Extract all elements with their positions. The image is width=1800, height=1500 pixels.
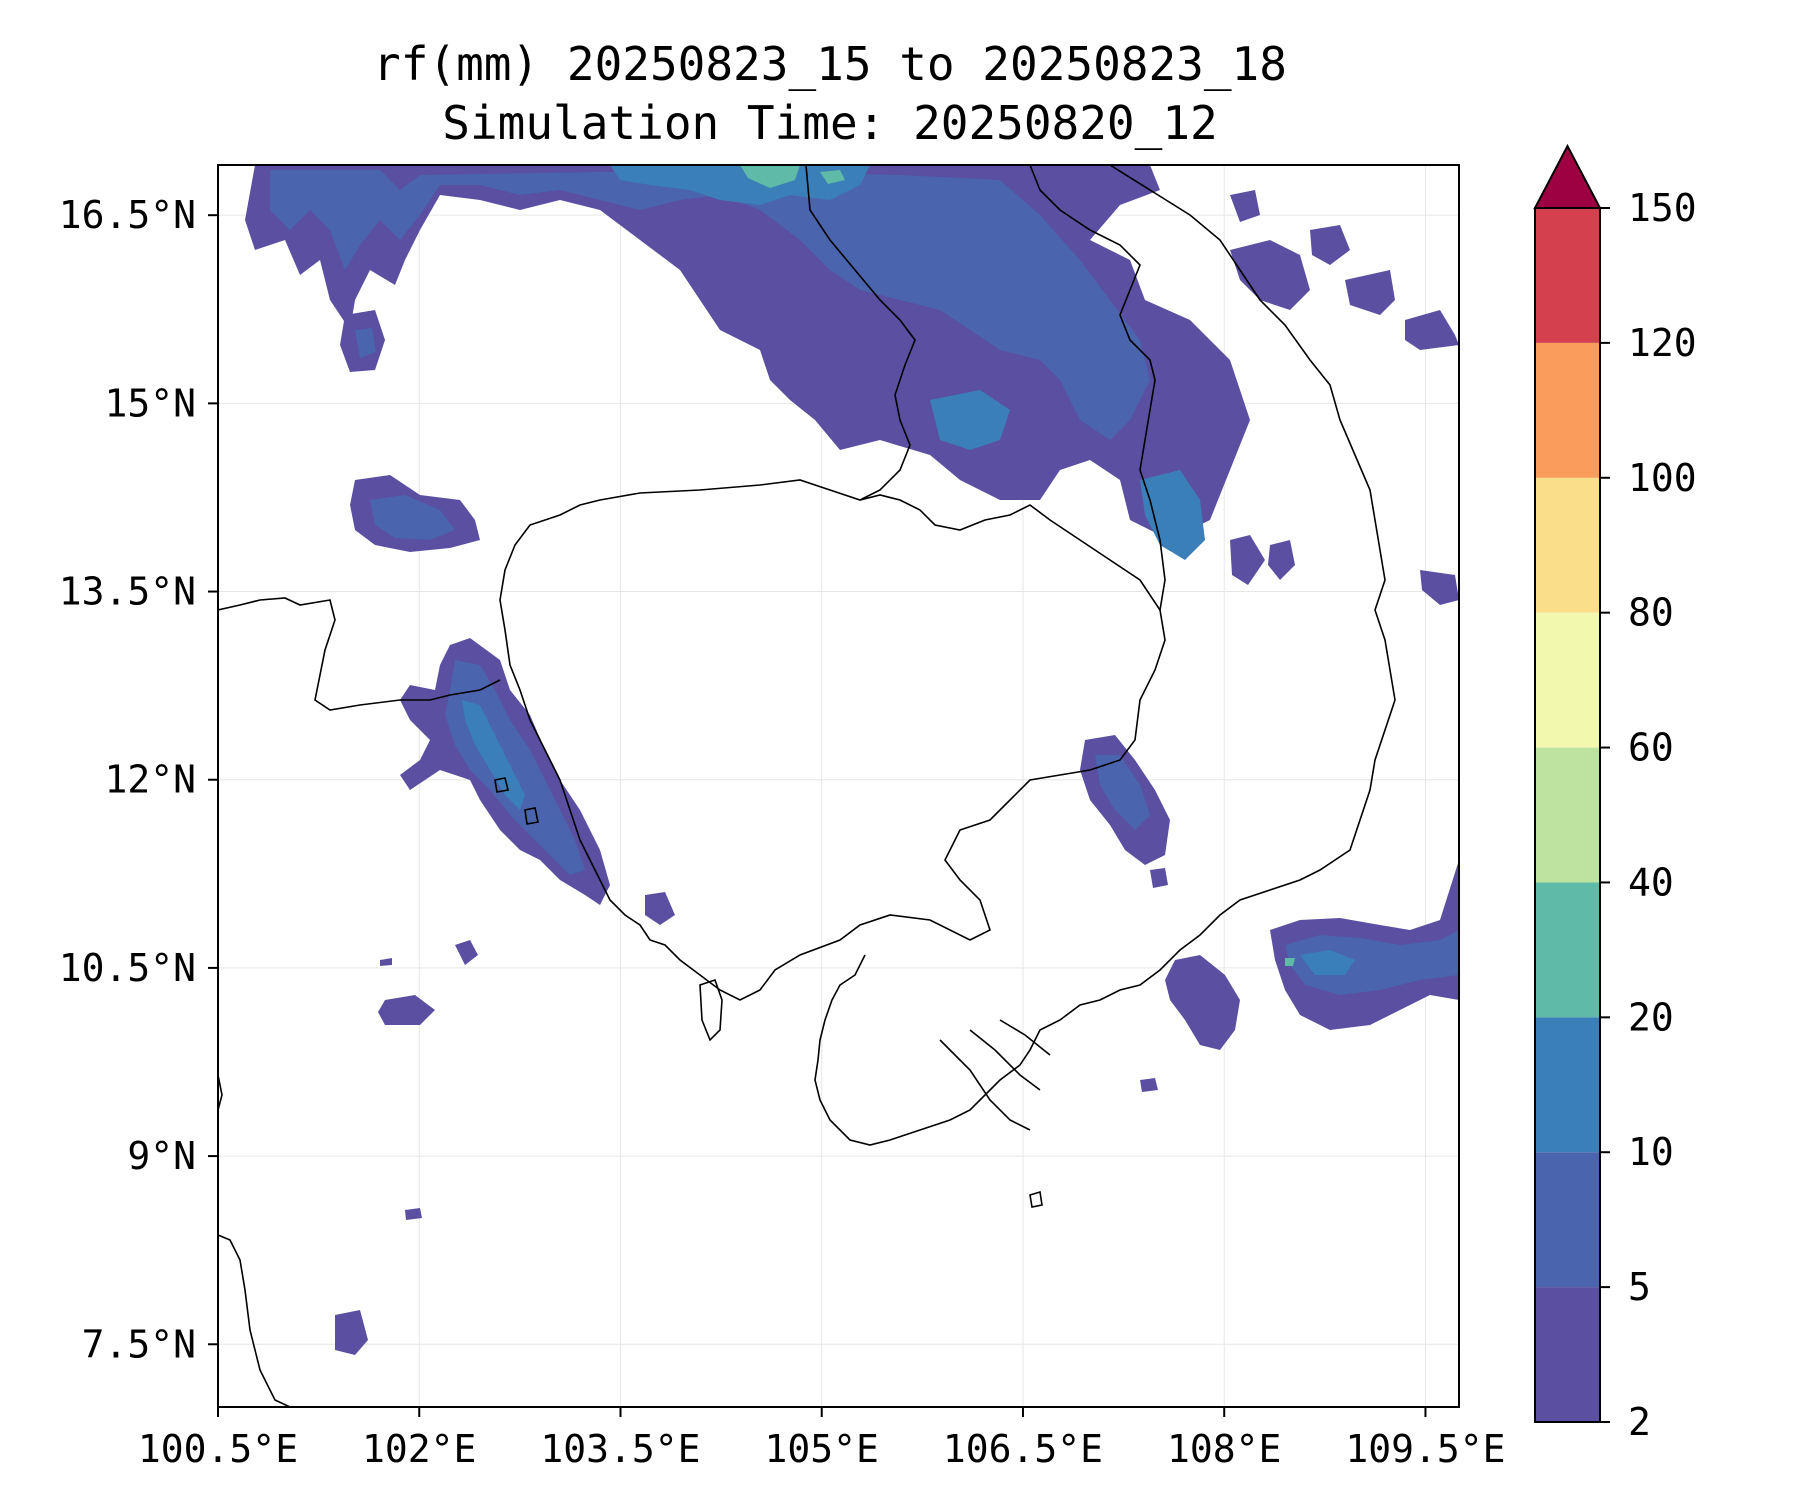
cambodia-border <box>499 479 1166 1001</box>
rain-area-southeast-sea-mid <box>1285 930 1459 995</box>
colorbar-segment-1 <box>1535 1152 1600 1288</box>
colorbar-tick-label-5: 60 <box>1628 726 1674 770</box>
lon-tick-label-1: 102°E <box>362 1427 476 1471</box>
rain-area-north-band-high <box>610 165 870 205</box>
colorbar-tick-label-7: 100 <box>1628 456 1697 500</box>
colorbar-segment-5 <box>1535 612 1600 748</box>
rain-cell-southeast-peak <box>1285 958 1295 966</box>
colorbar-tick-label-8: 120 <box>1628 321 1697 365</box>
lon-tick-label-3: 105°E <box>765 1427 879 1471</box>
rain-area-southeast-coast <box>1165 955 1240 1050</box>
colorbar-segment-3 <box>1535 882 1600 1018</box>
rain-cell-ne-5 <box>1230 190 1260 222</box>
rain-cell-south-central-2 <box>1150 868 1168 888</box>
rain-cell-sw-5 <box>380 958 392 966</box>
colorbar-tick-label-1: 5 <box>1628 1265 1651 1309</box>
laos-vietnam-border <box>1029 165 1166 611</box>
rain-area-north-band-high-2 <box>1140 470 1205 560</box>
map-axes: 100.5°E 102°E 103.5°E 105°E 106.5°E 108°E 109.… <box>59 193 1506 1471</box>
colorbar-tick-label-3: 20 <box>1628 995 1674 1039</box>
lat-tick-label-2: 13.5°N <box>59 570 196 614</box>
map-title-line-1: rf(mm) 20250823_15 to 20250823_18 <box>373 37 1287 91</box>
colorbar-tick-label-6: 80 <box>1628 591 1674 635</box>
island-small-1 <box>1029 1190 1043 1208</box>
coastline-border-layer <box>218 165 1396 1407</box>
map-title-line-2: Simulation Time: 20250820_12 <box>442 96 1218 150</box>
rain-cell-ne-6 <box>1420 570 1459 605</box>
colorbar-tick-label-4: 40 <box>1628 860 1674 904</box>
rain-cell-gulf-2 <box>645 892 675 925</box>
rain-cell-sw-2 <box>455 940 478 965</box>
rain-cell-ne-7 <box>1230 535 1265 585</box>
colorbar-segment-8 <box>1535 208 1600 343</box>
rain-area-north-band-mid <box>270 170 1150 440</box>
lat-tick-label-3: 12°N <box>104 758 196 802</box>
colorbar-segment-0 <box>1535 1287 1600 1422</box>
thailand-myanmar-border <box>218 597 501 711</box>
lon-tick-label-6: 109.5°E <box>1345 1427 1505 1471</box>
rain-cell-ne-3 <box>1345 270 1395 315</box>
thailand-laos-border <box>805 165 916 501</box>
colorbar-frame <box>1534 207 1601 1423</box>
colorbar-segment-7 <box>1535 342 1600 478</box>
lon-tick-label-5: 108°E <box>1167 1427 1281 1471</box>
colorbar-segment-4 <box>1535 747 1600 883</box>
island-small-2 <box>494 777 509 793</box>
lon-tick-label-2: 103.5°E <box>540 1427 700 1471</box>
rain-cell-ne-2 <box>1310 225 1350 265</box>
rain-cell-sw-4 <box>405 1208 422 1220</box>
rain-area-gulf-band-high <box>462 700 525 810</box>
rain-cell-ne-1 <box>1230 240 1310 310</box>
mekong-distributary-3 <box>999 1019 1051 1056</box>
lat-tick-label-1: 15°N <box>104 381 196 425</box>
rain-cell-sw-3 <box>335 1310 368 1355</box>
lat-tick-label-6: 7.5°N <box>82 1322 196 1366</box>
rain-cell-southeast-small <box>1140 1078 1158 1092</box>
mekong-distributary-1 <box>939 1039 1031 1131</box>
colorbar: 2 5 10 20 40 60 80 100 120 150 <box>1533 143 1697 1444</box>
colorbar-extend-arrow <box>1533 143 1602 209</box>
rain-area-peak-2 <box>820 170 845 184</box>
island-phu-quoc <box>699 978 723 1042</box>
mekong-distributary-2 <box>969 1029 1041 1091</box>
rain-area-peak <box>740 165 800 188</box>
colorbar-segment-2 <box>1535 1017 1600 1153</box>
rainfall-field-layer <box>245 165 1459 1355</box>
colorbar-segment-6 <box>1535 477 1600 613</box>
rain-cell-ne-4 <box>1405 310 1459 350</box>
thai-gulf-west-coast <box>218 1234 291 1407</box>
colorbar-tick-label-9: 150 <box>1628 186 1697 230</box>
colorbar-tick-label-2: 10 <box>1628 1130 1674 1174</box>
map-frame <box>217 164 1460 1408</box>
lat-tick-label-0: 16.5°N <box>59 193 196 237</box>
lat-tick-label-4: 10.5°N <box>59 946 196 990</box>
rain-cell-west-2-mid <box>355 328 376 358</box>
vietnam-coastline <box>814 165 1396 1146</box>
island-small-3 <box>524 807 539 825</box>
lon-tick-label-4: 106.5°E <box>943 1427 1103 1471</box>
lat-tick-label-5: 9°N <box>127 1134 196 1178</box>
colorbar-tick-label-0: 2 <box>1628 1400 1651 1444</box>
rain-cell-sw-1 <box>378 995 435 1025</box>
rain-area-southeast-sea-high <box>1300 950 1355 975</box>
rain-area-north-band-high-3 <box>930 390 1010 450</box>
rain-cell-ne-8 <box>1268 540 1295 580</box>
rain-area-south-central-mid <box>1095 755 1150 830</box>
peninsula-fragment <box>218 1074 223 1111</box>
rain-area-west-1-mid <box>370 495 455 540</box>
lon-tick-label-0: 100.5°E <box>138 1427 298 1471</box>
